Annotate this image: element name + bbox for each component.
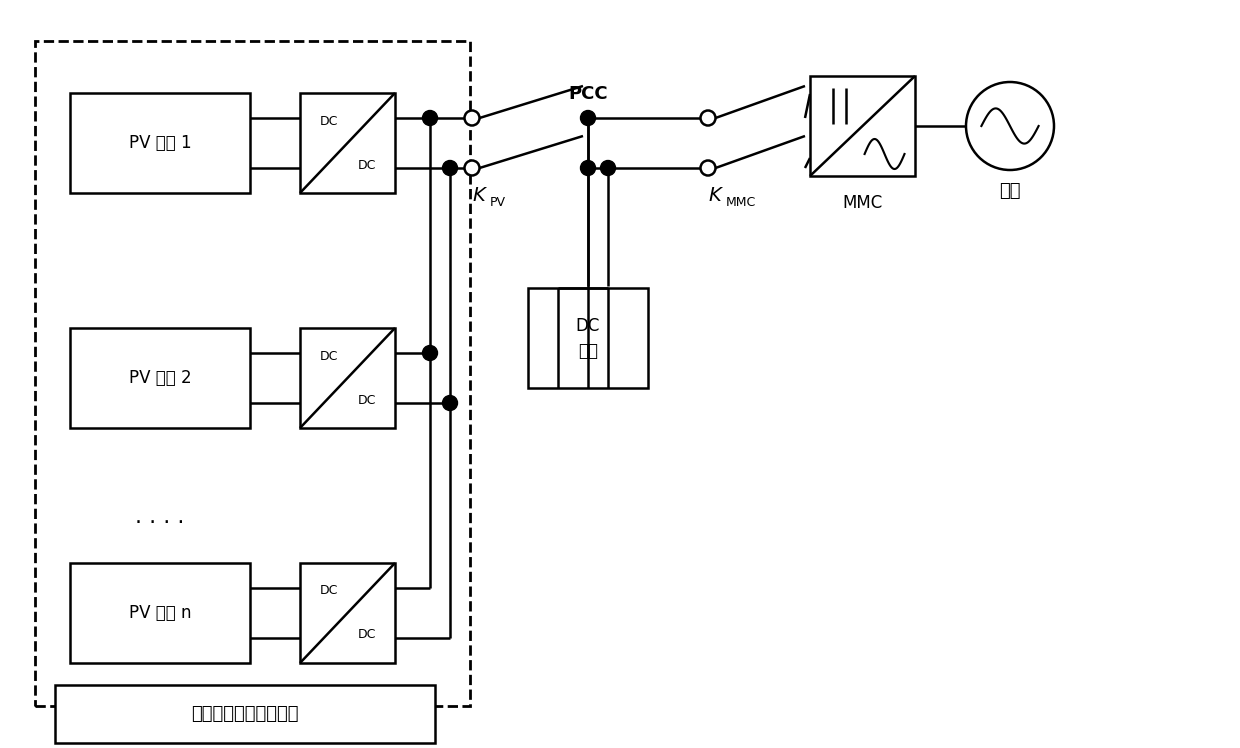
- Bar: [300, 328, 396, 428]
- Bar: [810, 76, 915, 176]
- Text: · · · ·: · · · ·: [135, 513, 185, 533]
- Circle shape: [465, 161, 480, 176]
- Text: PV: PV: [490, 196, 506, 209]
- Circle shape: [580, 161, 595, 176]
- Text: DC: DC: [357, 628, 376, 642]
- Text: DC: DC: [320, 584, 337, 598]
- Text: $K$: $K$: [472, 186, 489, 205]
- Bar: [55, 685, 435, 743]
- Bar: [300, 563, 396, 663]
- Circle shape: [600, 161, 615, 176]
- Text: MMC: MMC: [725, 196, 756, 209]
- Text: DC: DC: [357, 393, 376, 406]
- Bar: [69, 563, 250, 663]
- Text: 多机并联光伏发电系统: 多机并联光伏发电系统: [191, 705, 299, 723]
- Text: DC: DC: [320, 349, 337, 363]
- Circle shape: [443, 396, 458, 411]
- Text: PCC: PCC: [568, 85, 608, 103]
- Circle shape: [580, 111, 595, 126]
- Text: MMC: MMC: [842, 194, 883, 212]
- Circle shape: [443, 161, 458, 176]
- Text: DC: DC: [357, 159, 376, 171]
- Text: DC: DC: [320, 114, 337, 127]
- Bar: [69, 93, 250, 193]
- Bar: [69, 328, 250, 428]
- Text: PV 系统 2: PV 系统 2: [129, 369, 191, 387]
- Bar: [300, 93, 396, 193]
- Text: $K$: $K$: [708, 186, 724, 205]
- Text: DC
负载: DC 负载: [575, 316, 600, 360]
- Bar: [35, 41, 470, 706]
- Circle shape: [423, 346, 438, 361]
- Text: 电网: 电网: [999, 182, 1021, 200]
- Bar: [528, 288, 649, 388]
- Circle shape: [701, 161, 715, 176]
- Circle shape: [423, 111, 438, 126]
- Text: PV 系统 n: PV 系统 n: [129, 604, 191, 622]
- Text: PV 系统 1: PV 系统 1: [129, 134, 191, 152]
- Circle shape: [465, 111, 480, 126]
- Circle shape: [701, 111, 715, 126]
- Circle shape: [966, 82, 1054, 170]
